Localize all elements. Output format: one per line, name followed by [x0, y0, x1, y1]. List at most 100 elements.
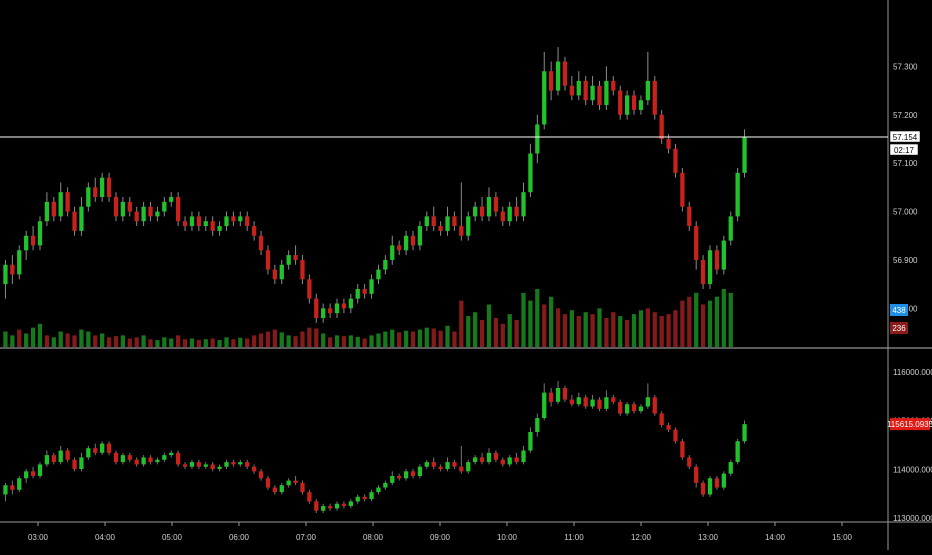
indicator-body: [231, 462, 236, 465]
candle-body: [286, 255, 291, 265]
candle-body: [390, 245, 395, 260]
volume-bar: [175, 335, 181, 347]
volume-bars: [3, 289, 733, 347]
candle-body: [403, 235, 409, 251]
volume-bar: [638, 310, 644, 347]
indicator-body: [611, 397, 616, 402]
price-candle: [300, 255, 305, 285]
price-candle: [314, 293, 319, 323]
volume-bar: [459, 300, 464, 347]
indicator-candle: [238, 459, 243, 467]
indicator-tick-label: 116000.0000: [893, 368, 932, 377]
indicator-candle: [624, 401, 630, 416]
indicator-body: [410, 471, 416, 476]
volume-bar: [3, 331, 8, 347]
price-candle: [728, 211, 733, 246]
candle-body: [348, 298, 353, 309]
volume-up-tag: 438: [890, 304, 908, 316]
indicator-body: [79, 457, 84, 470]
time-tick-label: 11:00: [564, 533, 584, 542]
price-candle: [521, 182, 526, 222]
candle-body: [155, 211, 160, 217]
indicator-candle: [314, 499, 319, 514]
volume-bar: [728, 292, 733, 347]
indicator-candle: [189, 459, 195, 470]
volume-bar: [576, 316, 581, 347]
price-candle: [590, 76, 595, 106]
volume-bar: [645, 308, 650, 347]
indicator-body: [182, 464, 188, 467]
candle-body: [445, 216, 450, 231]
candle-body: [44, 201, 50, 222]
volume-bar: [604, 318, 609, 347]
indicator-body: [438, 466, 443, 470]
indicator-last-value: 115615.0935: [887, 420, 932, 429]
indicator-body: [555, 388, 561, 402]
indicator-candle: [196, 459, 202, 470]
time-tick-label: 08:00: [363, 533, 384, 542]
volume-bar: [376, 333, 381, 347]
price-candle: [618, 85, 623, 120]
candle-body: [162, 201, 167, 212]
price-candle: [182, 216, 188, 231]
indicator-body: [355, 496, 360, 502]
price-candle: [417, 221, 423, 251]
candle-body: [314, 298, 319, 318]
candle-body: [196, 216, 202, 227]
indicator-body: [666, 425, 671, 430]
candle-body: [210, 221, 215, 231]
candle-body: [203, 221, 208, 227]
indicator-candle: [514, 452, 519, 465]
indicator-body: [638, 406, 644, 412]
candle-body: [631, 95, 637, 110]
price-candle: [341, 298, 347, 314]
candle-body: [141, 206, 146, 222]
volume-bar: [707, 300, 713, 347]
indicator-candle: [555, 381, 561, 405]
indicator-candle: [224, 459, 229, 470]
price-candle: [624, 90, 630, 120]
indicator-body: [707, 478, 713, 495]
indicator-body: [120, 455, 126, 463]
candle-body: [700, 259, 706, 285]
indicator-body: [251, 466, 257, 472]
volume-bar: [500, 323, 505, 347]
price-candle: [445, 206, 450, 236]
indicator-candle: [417, 464, 423, 479]
volume-bar: [562, 314, 568, 347]
volume-bar: [327, 337, 333, 347]
volume-bar: [569, 310, 575, 347]
candle-body: [624, 95, 630, 115]
price-candle: [431, 206, 436, 231]
volume-bar: [521, 292, 526, 347]
candle-body: [51, 201, 56, 217]
indicator-candle: [479, 452, 485, 465]
volume-bar: [134, 337, 139, 347]
volume-bar: [141, 335, 146, 347]
volume-bar: [680, 300, 685, 347]
indicator-candle: [293, 475, 298, 486]
indicator-candle: [452, 459, 457, 470]
indicator-body: [30, 471, 36, 476]
indicator-body: [473, 457, 478, 463]
volume-bar: [58, 331, 63, 347]
indicator-body: [162, 455, 167, 460]
indicator-body: [189, 462, 195, 467]
price-candle: [17, 245, 22, 280]
candle-body: [182, 221, 188, 227]
indicator-body: [631, 404, 637, 412]
time-tick-label: 14:00: [765, 533, 786, 542]
price-candle: [100, 172, 105, 202]
indicator-body: [728, 462, 733, 474]
candle-body: [424, 216, 429, 227]
indicator-body: [459, 466, 464, 472]
indicator-body: [3, 485, 8, 495]
price-candle: [535, 114, 540, 164]
volume-bar: [652, 312, 657, 347]
candle-body: [569, 85, 575, 96]
price-candle: [348, 293, 353, 314]
indicator-body: [51, 455, 56, 463]
price-candle: [680, 168, 685, 212]
